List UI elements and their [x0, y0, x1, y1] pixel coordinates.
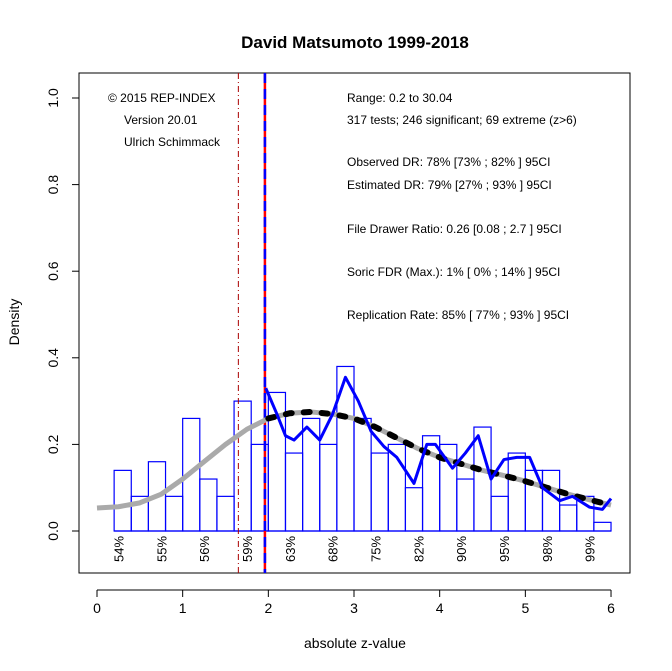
- histogram-bar: [319, 443, 338, 532]
- annotation-right: Range: 0.2 to 30.04: [347, 91, 453, 105]
- x-tick-label: 6: [607, 600, 615, 616]
- x-tick-label: 2: [264, 600, 272, 616]
- y-tick-label: 1.0: [45, 88, 61, 108]
- histogram-bar: [216, 495, 235, 532]
- x-tick-label: 1: [179, 600, 187, 616]
- y-tick-label: 0.4: [45, 348, 61, 368]
- histogram-bar: [490, 495, 509, 532]
- annotations-right: Range: 0.2 to 30.04 317 tests; 246 signif…: [347, 91, 577, 322]
- y-tick-label: 0.2: [45, 434, 61, 454]
- annotation-left: © 2015 REP-INDEX: [108, 91, 216, 105]
- histogram-bar: [353, 417, 372, 532]
- histogram-bar: [233, 400, 252, 532]
- annotation-left: Version 20.01: [124, 113, 198, 127]
- x-axis-label: absolute z-value: [304, 635, 406, 651]
- annotation-right: 317 tests; 246 significant; 69 extreme (…: [347, 113, 577, 127]
- x-tick-label: 3: [350, 600, 358, 616]
- y-axis: 0.0 0.2 0.4 0.6 0.8 1.0: [45, 88, 80, 541]
- annotation-left: Ulrich Schimmack: [124, 135, 221, 149]
- histogram-bar: [284, 452, 304, 532]
- power-label: 68%: [326, 536, 341, 562]
- power-label: 99%: [583, 536, 598, 562]
- power-label: 75%: [368, 536, 383, 562]
- chart-title: David Matsumoto 1999-2018: [241, 33, 469, 52]
- power-label: 63%: [283, 536, 298, 562]
- annotation-right: Estimated DR: 79% [27% ; 93% ] 95CI: [347, 178, 552, 192]
- annotation-right: Soric FDR (Max.): 1% [ 0% ; 14% ] 95CI: [347, 265, 560, 279]
- annotations-left: © 2015 REP-INDEX Version 20.01 Ulrich Schi…: [108, 91, 221, 149]
- power-label: 82%: [411, 536, 426, 562]
- curves: [96, 375, 615, 511]
- histogram-bar: [473, 426, 492, 532]
- power-labels: 54% 55% 56% 59% 63% 68% 75% 82% 90% 95% 98% 99%: [111, 536, 597, 562]
- annotation-right: Replication Rate: 85% [ 77% ; 93% ] 95CI: [347, 308, 569, 322]
- histogram-bar: [507, 452, 526, 532]
- kde-curve: [264, 375, 613, 511]
- histogram: [113, 365, 612, 532]
- histogram-bar: [593, 521, 612, 532]
- fitted-curve-dotted: [265, 408, 615, 509]
- histogram-bar: [302, 417, 321, 532]
- histogram-bar: [164, 495, 184, 532]
- power-label: 98%: [540, 536, 555, 562]
- annotation-right: Observed DR: 78% [73% ; 82% ] 95CI: [347, 155, 550, 169]
- power-label: 95%: [497, 536, 512, 562]
- x-axis: 0 1 2 3 4 5 6: [93, 589, 615, 616]
- x-tick-label: 4: [436, 600, 444, 616]
- power-label: 55%: [154, 536, 169, 562]
- histogram-bar: [541, 469, 561, 532]
- histogram-bar: [370, 452, 389, 532]
- power-label: 90%: [454, 536, 469, 562]
- power-label: 54%: [111, 536, 126, 562]
- histogram-bar: [113, 469, 132, 532]
- histogram-bar: [199, 478, 218, 532]
- power-label: 59%: [240, 536, 255, 562]
- y-axis-label: Density: [6, 299, 22, 346]
- vertical-lines: [237, 73, 267, 573]
- x-tick-label: 0: [93, 600, 101, 616]
- annotation-right: File Drawer Ratio: 0.26 [0.08 ; 2.7 ] 95…: [347, 222, 562, 236]
- histogram-bar: [559, 504, 578, 532]
- power-label: 56%: [197, 536, 212, 562]
- y-tick-label: 0.0: [45, 521, 61, 541]
- x-tick-label: 5: [521, 600, 529, 616]
- y-tick-label: 0.8: [45, 175, 61, 195]
- histogram-bar: [404, 487, 424, 532]
- y-tick-label: 0.6: [45, 261, 61, 281]
- histogram-bar: [456, 478, 475, 532]
